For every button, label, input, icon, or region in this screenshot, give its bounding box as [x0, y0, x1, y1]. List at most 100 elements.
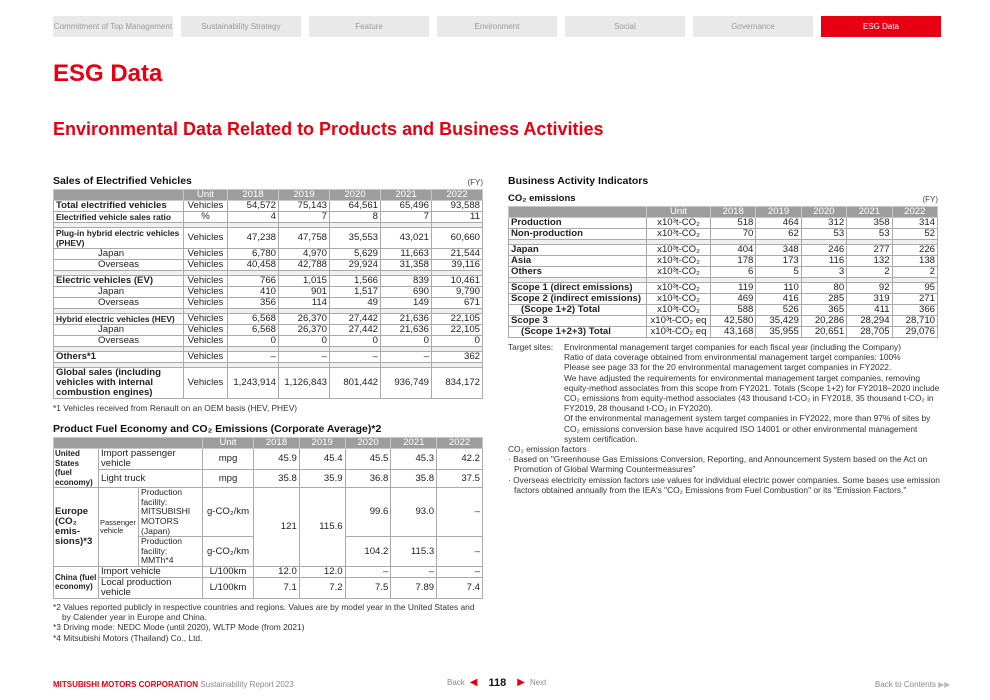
fuel-notes: *2 Values reported publicly in respectiv…	[53, 601, 475, 643]
next-arrow-icon[interactable]: ▶	[517, 677, 525, 688]
row-label: Overseas	[53, 259, 184, 271]
row-unit: Vehicles	[183, 297, 228, 309]
nav-tab-esg-data[interactable]: ESG Data	[821, 16, 941, 37]
cell-value: 518	[709, 217, 757, 229]
nav-tab-feature[interactable]: Feature	[309, 16, 429, 37]
cell-value: –	[329, 351, 381, 363]
cell-value: 22,105	[431, 324, 483, 336]
table-row: Electrified vehicle sales ratio% 4 7 8 7 11	[53, 211, 483, 223]
cell-value: 52	[891, 228, 939, 240]
row-unit: x10³t-CO₂	[646, 293, 711, 305]
column-header: 2020	[329, 189, 381, 201]
table-row: Plug-in hybrid electric vehicles (PHEV) V…	[53, 227, 483, 249]
table-row: Overseas Vehicles 0 0 0 0 0	[53, 335, 483, 347]
cell-value: 365	[800, 304, 848, 316]
cell-value: 31,358	[380, 259, 432, 271]
cell-value: 2	[891, 266, 939, 278]
nav-tab-strategy[interactable]: Sustainability Strategy	[181, 16, 301, 37]
cell-value: 226	[891, 244, 939, 256]
cell-value: 314	[891, 217, 939, 229]
cell-value: 411	[846, 304, 893, 316]
table-row: Others x10³t-CO₂ 6 5 3 2 2	[508, 266, 939, 278]
row-unit: Vehicles	[183, 351, 228, 363]
cell-value: 1,126,843	[278, 367, 330, 399]
cell-value: 20,651	[800, 326, 848, 338]
row-label: (Scope 1+2) Total	[508, 304, 647, 316]
cell-value: 312	[800, 217, 848, 229]
cell-value: 22,105	[431, 313, 483, 325]
cell-value: 75,143	[278, 200, 330, 212]
cell-value: 7	[380, 211, 432, 223]
row-label: Scope 2 (indirect emissions)	[508, 293, 647, 305]
row-label: Electrified vehicle sales ratio	[53, 211, 184, 223]
cell-value: 20,286	[800, 315, 848, 327]
cell-value: 6	[709, 266, 757, 278]
cell-value: 29,076	[891, 326, 939, 338]
cell-value: 28,294	[846, 315, 893, 327]
row-unit: Vehicles	[183, 335, 228, 347]
cell-value: 28,705	[846, 326, 893, 338]
table-row: Electric vehicles (EV) Vehicles 766 1,015 1,…	[53, 275, 483, 287]
row-label: Global sales (including vehicles with in…	[53, 367, 184, 399]
table-row: Scope 2 (indirect emissions) x10³t-CO₂ 469…	[508, 293, 939, 305]
cell-value: 6,780	[227, 248, 279, 260]
cell-value: 10,461	[431, 275, 483, 287]
cell-value: 416	[755, 293, 802, 305]
target-sites-note: Target sites: Environmental management t…	[508, 342, 940, 495]
cell-value: 404	[709, 244, 757, 256]
column-header: 2019	[755, 206, 802, 218]
nav-tab-commitment[interactable]: Commitment of Top Management	[53, 16, 173, 37]
cell-value: 47,758	[278, 227, 330, 249]
column-header: 2019	[278, 189, 330, 201]
table-row: Total electrified vehicles Vehicles 54,572…	[53, 200, 483, 212]
table-row: Production x10³t-CO₂ 518 464 312 358 314	[508, 217, 939, 229]
right-column: Business Activity Indicators CO₂ emissio…	[508, 175, 940, 495]
back-link[interactable]: Back	[447, 678, 465, 687]
table-row: Light truck mpg 35.8 35.9 36.8 35.8 37.5	[54, 469, 483, 489]
cell-value: 0	[380, 335, 432, 347]
prev-arrow-icon[interactable]: ◀	[469, 677, 478, 688]
target-sites-line: Ratio of data coverage obtained from env…	[564, 352, 901, 363]
row-unit: Vehicles	[183, 259, 228, 271]
cell-value: 0	[278, 335, 330, 347]
back-to-contents[interactable]: Back to Contents ▶▶	[875, 680, 951, 689]
cell-value: 246	[800, 244, 848, 256]
target-sites-line: We have adjusted the requirements for en…	[564, 372, 940, 414]
table-row: Scope 3 x10³t-CO₂ eq 42,580 35,429 20,286 28,…	[508, 315, 939, 327]
column-header: 2021	[846, 206, 893, 218]
row-label: Overseas	[53, 335, 184, 347]
row-separator	[53, 362, 483, 368]
row-separator	[53, 270, 483, 276]
table-row: Hybrid electric vehicles (HEV) Vehicles 6,…	[53, 313, 483, 325]
cell-value: 70	[709, 228, 757, 240]
page-number: 118	[488, 677, 507, 689]
cell-value: 92	[846, 282, 893, 294]
cell-value: 839	[380, 275, 432, 287]
row-label: Total electrified vehicles	[53, 200, 184, 212]
cell-value: 588	[709, 304, 757, 316]
row-label: Japan	[53, 324, 184, 336]
cell-value: 4,970	[278, 248, 330, 260]
nav-tab-governance[interactable]: Governance	[693, 16, 813, 37]
cell-value: 21,636	[380, 313, 432, 325]
fuel-table: Unit 2018 2019 2020 2021 2022 United States (…	[52, 437, 483, 599]
cell-value: 27,442	[329, 313, 381, 325]
row-label: Japan	[53, 286, 184, 298]
cell-value: 28,710	[891, 315, 939, 327]
table-row: Overseas Vehicles 40,458 42,788 29,924 31,358…	[53, 259, 483, 271]
nav-tab-social[interactable]: Social	[565, 16, 685, 37]
row-label: Hybrid electric vehicles (HEV)	[53, 313, 184, 325]
row-separator	[53, 308, 483, 314]
cell-value: 801,442	[329, 367, 381, 399]
column-header: 2021	[380, 189, 432, 201]
next-link[interactable]: Next	[529, 678, 547, 687]
nav-tab-environment[interactable]: Environment	[437, 16, 557, 37]
row-label: Plug-in hybrid electric vehicles (PHEV)	[53, 227, 184, 249]
cell-value: 11,663	[380, 248, 432, 260]
column-header: 2022	[431, 189, 483, 201]
cell-value: 26,370	[278, 313, 330, 325]
cell-value: 149	[380, 297, 432, 309]
column-header: 2020	[800, 206, 848, 218]
row-unit: x10³t-CO₂	[646, 255, 711, 267]
top-nav: Commitment of Top Management Sustainabil…	[53, 16, 941, 37]
